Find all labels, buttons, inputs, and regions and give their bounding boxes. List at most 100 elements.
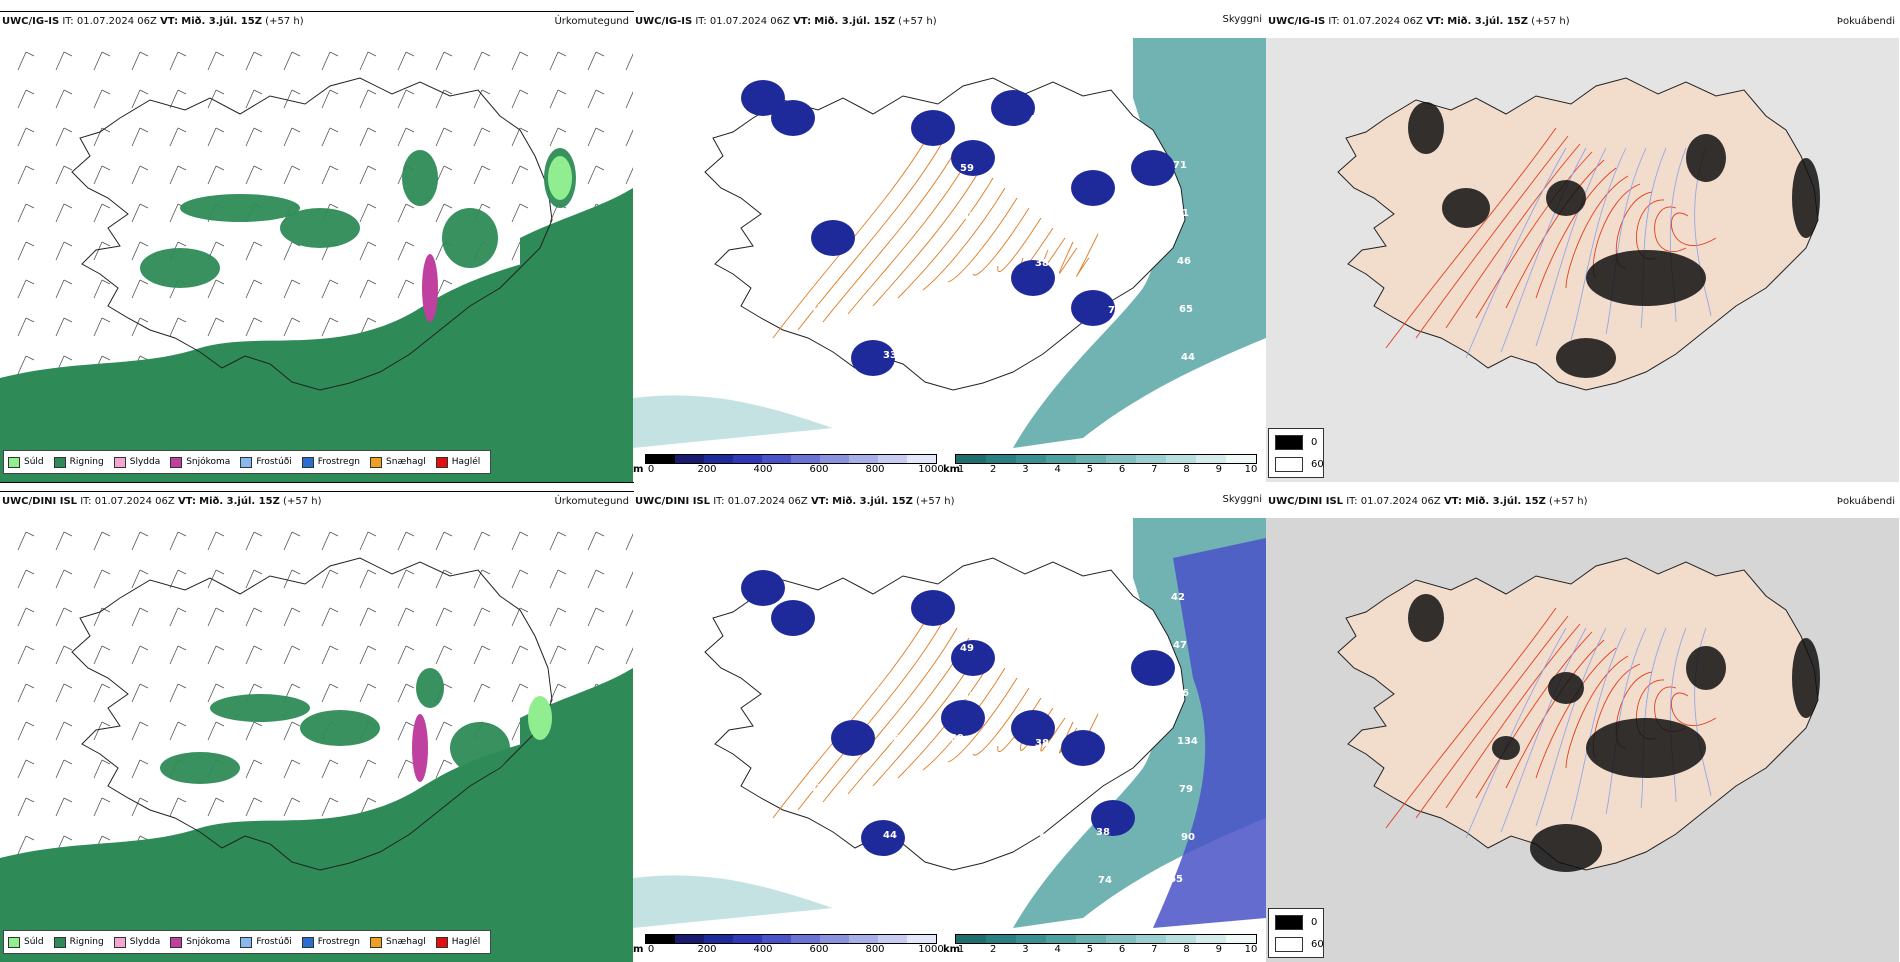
wind-barb: [283, 127, 301, 147]
ceiling-value-label: 92: [954, 349, 968, 360]
rain-area: [160, 752, 240, 784]
ceiling-value-label: 36: [887, 596, 901, 607]
colorbar-step: [1226, 935, 1256, 943]
wind-barb: [283, 607, 301, 627]
fog-area: [1792, 158, 1820, 238]
ceiling-value-label: 40: [889, 644, 903, 655]
road: [1059, 241, 1078, 274]
wind-barb: [549, 89, 567, 109]
low-ceiling-area: [1131, 150, 1175, 186]
colorbar-step: [820, 455, 849, 463]
wind-barb: [169, 569, 187, 589]
colorbar-tick: 0: [647, 464, 655, 475]
wind-barb: [359, 203, 377, 223]
ceiling-value-label: 42: [958, 115, 972, 126]
wind-barb: [55, 683, 73, 703]
wind-barb: [397, 51, 415, 71]
ceiling-value-label: 65: [1179, 304, 1193, 315]
colorbar-gradient: [955, 454, 1257, 464]
colorbar-step: [1046, 455, 1076, 463]
iceland-coast: [704, 77, 1186, 391]
road: [897, 177, 994, 299]
wind-barb: [17, 531, 35, 551]
legend-swatch: [240, 456, 253, 468]
ceiling-value-label: 54: [1106, 737, 1120, 748]
wind-barb: [283, 759, 301, 779]
colorbar-step: [762, 935, 791, 943]
wind-barb: [245, 165, 263, 185]
wind-barb: [321, 165, 339, 185]
legend-label: Snæhagl: [386, 937, 426, 947]
legend-swatch: [8, 936, 20, 948]
wind-barb: [55, 165, 73, 185]
colorbar-step: [704, 935, 733, 943]
ceiling-value-label: 36: [1104, 209, 1118, 220]
wind-barb: [321, 127, 339, 147]
wind-barb: [473, 127, 491, 147]
legend-swatch: [53, 936, 66, 948]
low-ceiling-area: [941, 700, 985, 736]
wind-barb: [169, 89, 187, 109]
wind-barb: [207, 165, 225, 185]
colorbar-step: [907, 455, 936, 463]
wind-barb: [587, 89, 605, 109]
ceiling-value-label: 89: [950, 733, 964, 744]
wind-barb: [473, 569, 491, 589]
wind-barb: [321, 89, 339, 109]
fog-legend: 0 60: [1268, 428, 1324, 478]
legend-label: Frostregn: [317, 937, 361, 947]
panel-header: UWC/IG-IS IT: 01.07.2024 06Z VT: Mið. 3.…: [1268, 16, 1570, 27]
wind-barb: [587, 127, 605, 147]
wind-barb: [587, 531, 605, 551]
wind-barb: [473, 683, 491, 703]
wind-barb: [131, 569, 149, 589]
river: [1535, 147, 1607, 347]
legend-label: Snæhagl: [386, 457, 426, 467]
wind-barb: [55, 645, 73, 665]
colorbar-step: [704, 455, 733, 463]
ceiling-value-label: 37: [877, 686, 891, 697]
wind-barb: [511, 683, 529, 703]
low-ceiling-area: [1061, 730, 1105, 766]
wind-barb: [207, 51, 225, 71]
low-ceiling-area: [771, 100, 815, 136]
legend-item: Snjókoma: [170, 456, 230, 468]
wind-barb: [435, 531, 453, 551]
rain-area: [300, 710, 380, 746]
panel-header: UWC/IG-IS IT: 01.07.2024 06Z VT: Mið. 3.…: [2, 16, 304, 27]
ceiling-colorbar: m 0 200 400 600 800 1000: [633, 454, 944, 478]
wind-barb: [131, 683, 149, 703]
river: [1605, 147, 1647, 335]
legend-swatch: [370, 456, 383, 468]
rain-area: [402, 150, 438, 206]
colorbar-tick: 3: [1022, 464, 1029, 475]
legend-item: Frostúði: [240, 936, 292, 948]
wind-barb: [587, 569, 605, 589]
low-ceiling-area: [811, 220, 855, 256]
wind-barb: [93, 317, 111, 337]
road: [972, 687, 1030, 756]
wind-barb: [207, 89, 225, 109]
drizzle-area: [548, 156, 572, 200]
road: [1445, 143, 1581, 329]
wind-barb: [473, 89, 491, 109]
wind-barb: [321, 683, 339, 703]
wind-barb: [169, 683, 187, 703]
wind-barb: [359, 607, 377, 627]
colorbar-tick: 10: [1244, 464, 1258, 475]
legend-item: 0: [1275, 435, 1317, 450]
wind-barb: [549, 531, 567, 551]
legend-label: Frostregn: [317, 457, 361, 467]
colorbar-step: [1076, 455, 1106, 463]
wind-barb: [17, 127, 35, 147]
legend-label: Slydda: [129, 937, 161, 947]
legend-label: Frostúði: [256, 937, 292, 947]
colorbar-step: [1196, 455, 1226, 463]
ceiling-value-label: 73: [1108, 305, 1122, 316]
fog-area: [1556, 338, 1616, 378]
ceiling-value-label: 142: [804, 639, 825, 650]
wind-barb: [625, 91, 633, 109]
legend-item: Slydda: [113, 936, 161, 948]
low-ceiling-area: [1071, 170, 1115, 206]
colorbar-step: [762, 455, 791, 463]
